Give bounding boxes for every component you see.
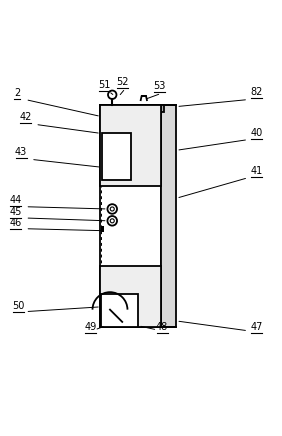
Bar: [101, 226, 104, 232]
Text: 41: 41: [250, 166, 263, 176]
Bar: [100, 105, 161, 327]
Text: 2: 2: [14, 88, 20, 98]
Text: 82: 82: [250, 87, 263, 97]
Text: 53: 53: [153, 81, 166, 91]
Text: 40: 40: [250, 128, 263, 138]
Text: 42: 42: [19, 112, 32, 122]
Text: 52: 52: [116, 77, 129, 87]
Text: 43: 43: [15, 147, 27, 157]
Bar: [161, 105, 164, 112]
Text: 44: 44: [9, 195, 22, 205]
Text: 46: 46: [9, 218, 22, 228]
Text: 51: 51: [98, 80, 111, 90]
Text: 47: 47: [250, 322, 263, 332]
Bar: [102, 133, 131, 180]
Bar: [161, 105, 176, 327]
Text: 50: 50: [12, 301, 25, 311]
Bar: [100, 266, 161, 327]
Text: 45: 45: [9, 207, 22, 217]
Bar: [101, 294, 138, 327]
Text: 48: 48: [156, 322, 168, 332]
Text: 49: 49: [84, 322, 96, 332]
Bar: [100, 105, 161, 186]
